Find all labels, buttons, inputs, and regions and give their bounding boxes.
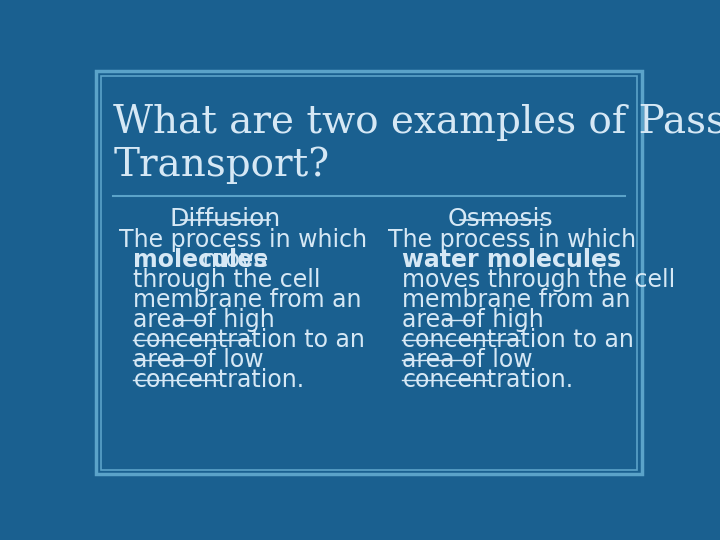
Text: area of high: area of high [402,308,544,332]
Text: molecules: molecules [133,248,268,272]
Text: move: move [194,248,268,272]
Text: through the cell: through the cell [133,268,321,292]
Text: area of low: area of low [133,348,264,372]
Text: water molecules: water molecules [402,248,621,272]
Text: concentration.: concentration. [133,368,305,392]
Text: The process in which: The process in which [388,228,636,252]
Text: concentration.: concentration. [402,368,573,392]
Text: area of high: area of high [133,308,275,332]
Text: Diffusion: Diffusion [170,207,282,231]
FancyBboxPatch shape [101,76,637,470]
Text: The process in which: The process in which [120,228,368,252]
Text: moves through the cell: moves through the cell [402,268,675,292]
Text: Osmosis: Osmosis [448,207,554,231]
Text: What are two examples of Passive
Transport?: What are two examples of Passive Transpo… [113,103,720,184]
Text: membrane from an: membrane from an [402,288,631,312]
Text: concentration to an: concentration to an [402,328,634,352]
Text: area of low: area of low [402,348,533,372]
Text: concentration to an: concentration to an [133,328,365,352]
FancyBboxPatch shape [96,71,642,475]
Text: membrane from an: membrane from an [133,288,362,312]
